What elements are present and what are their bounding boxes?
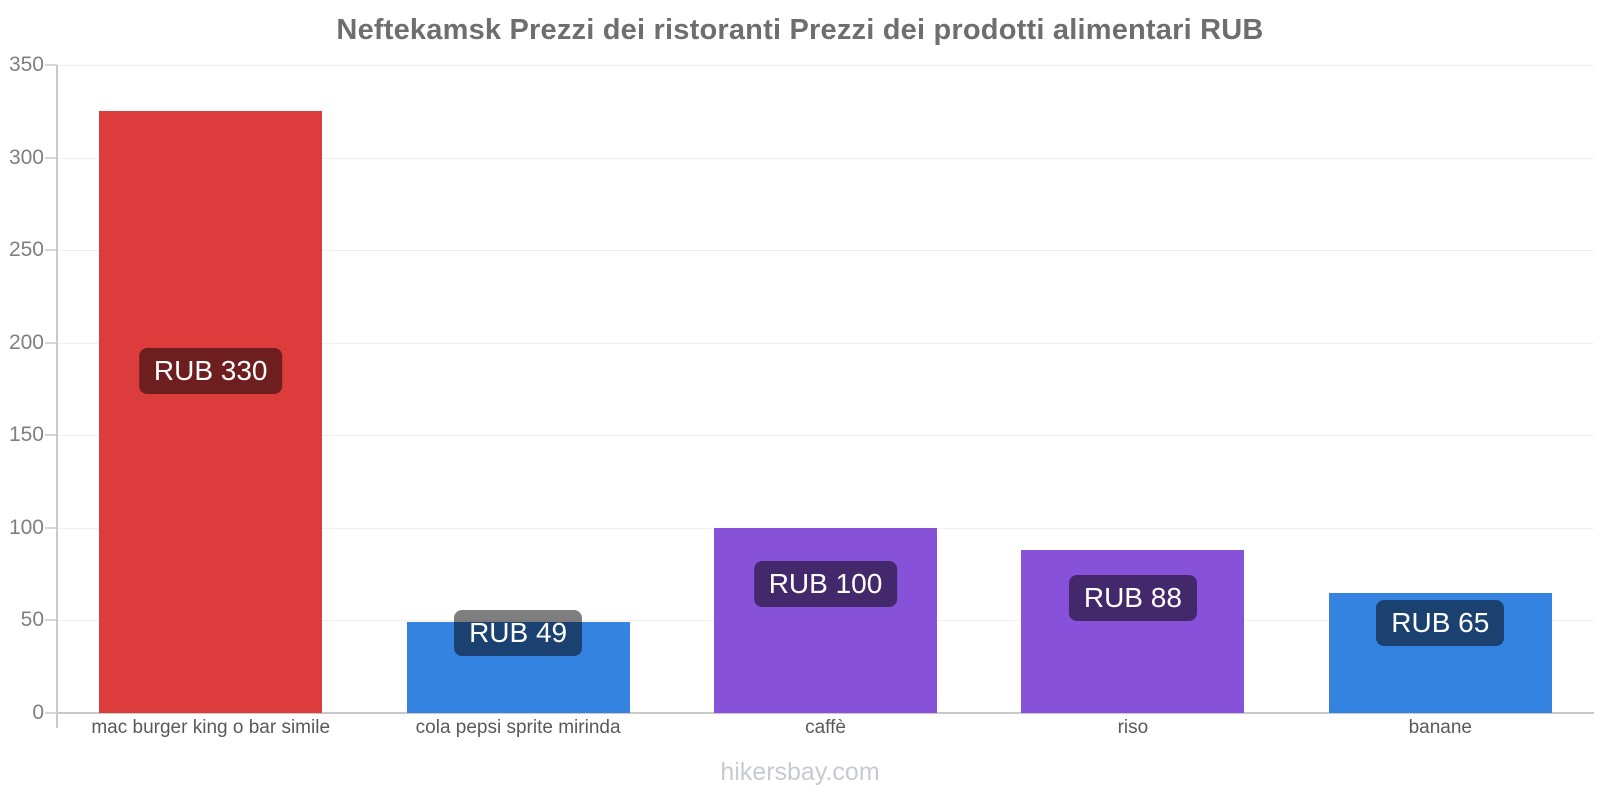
y-tick-label: 0 — [32, 701, 44, 724]
y-gridline — [57, 65, 1594, 66]
bar-value-label: RUB 330 — [138, 348, 283, 395]
y-tick-label: 200 — [8, 330, 44, 354]
watermark: hikersbay.com — [720, 758, 880, 786]
y-gridline — [57, 342, 1594, 344]
y-gridline — [57, 250, 1594, 252]
bar-value-label: RUB 100 — [753, 560, 898, 607]
x-category-label: caffè — [805, 717, 846, 738]
y-tick-mark — [45, 249, 57, 252]
x-category-label: cola pepsi sprite mirinda — [415, 717, 621, 738]
y-tick-label: 100 — [8, 515, 44, 539]
x-category-label: mac burger king o bar simile — [91, 717, 331, 738]
x-category-label: riso — [1117, 717, 1149, 738]
y-gridline — [57, 157, 1594, 159]
y-tick-mark — [45, 619, 57, 622]
y-tick-label: 50 — [20, 608, 44, 632]
y-tick-mark — [45, 526, 57, 529]
x-category-label: banane — [1408, 717, 1472, 738]
y-tick-mark — [45, 64, 57, 66]
bar — [99, 111, 323, 713]
y-tick-mark — [45, 156, 57, 159]
y-tick-mark — [45, 712, 57, 714]
y-tick-label: 250 — [8, 238, 44, 262]
bar — [714, 527, 937, 713]
y-tick-label: 150 — [8, 423, 44, 447]
y-gridline — [57, 435, 1594, 437]
bar-value-label: RUB 88 — [1068, 575, 1197, 622]
y-tick-label: 350 — [8, 53, 44, 76]
y-tick-label: 300 — [8, 145, 44, 169]
y-tick-mark — [45, 341, 57, 344]
bar-value-label: RUB 65 — [1376, 599, 1505, 646]
y-axis-line — [56, 65, 58, 728]
chart-title: Neftekamsk Prezzi dei ristoranti Prezzi … — [336, 14, 1264, 46]
bar-value-label: RUB 49 — [454, 610, 583, 657]
y-tick-mark — [45, 434, 57, 437]
x-axis-line — [57, 712, 1594, 714]
